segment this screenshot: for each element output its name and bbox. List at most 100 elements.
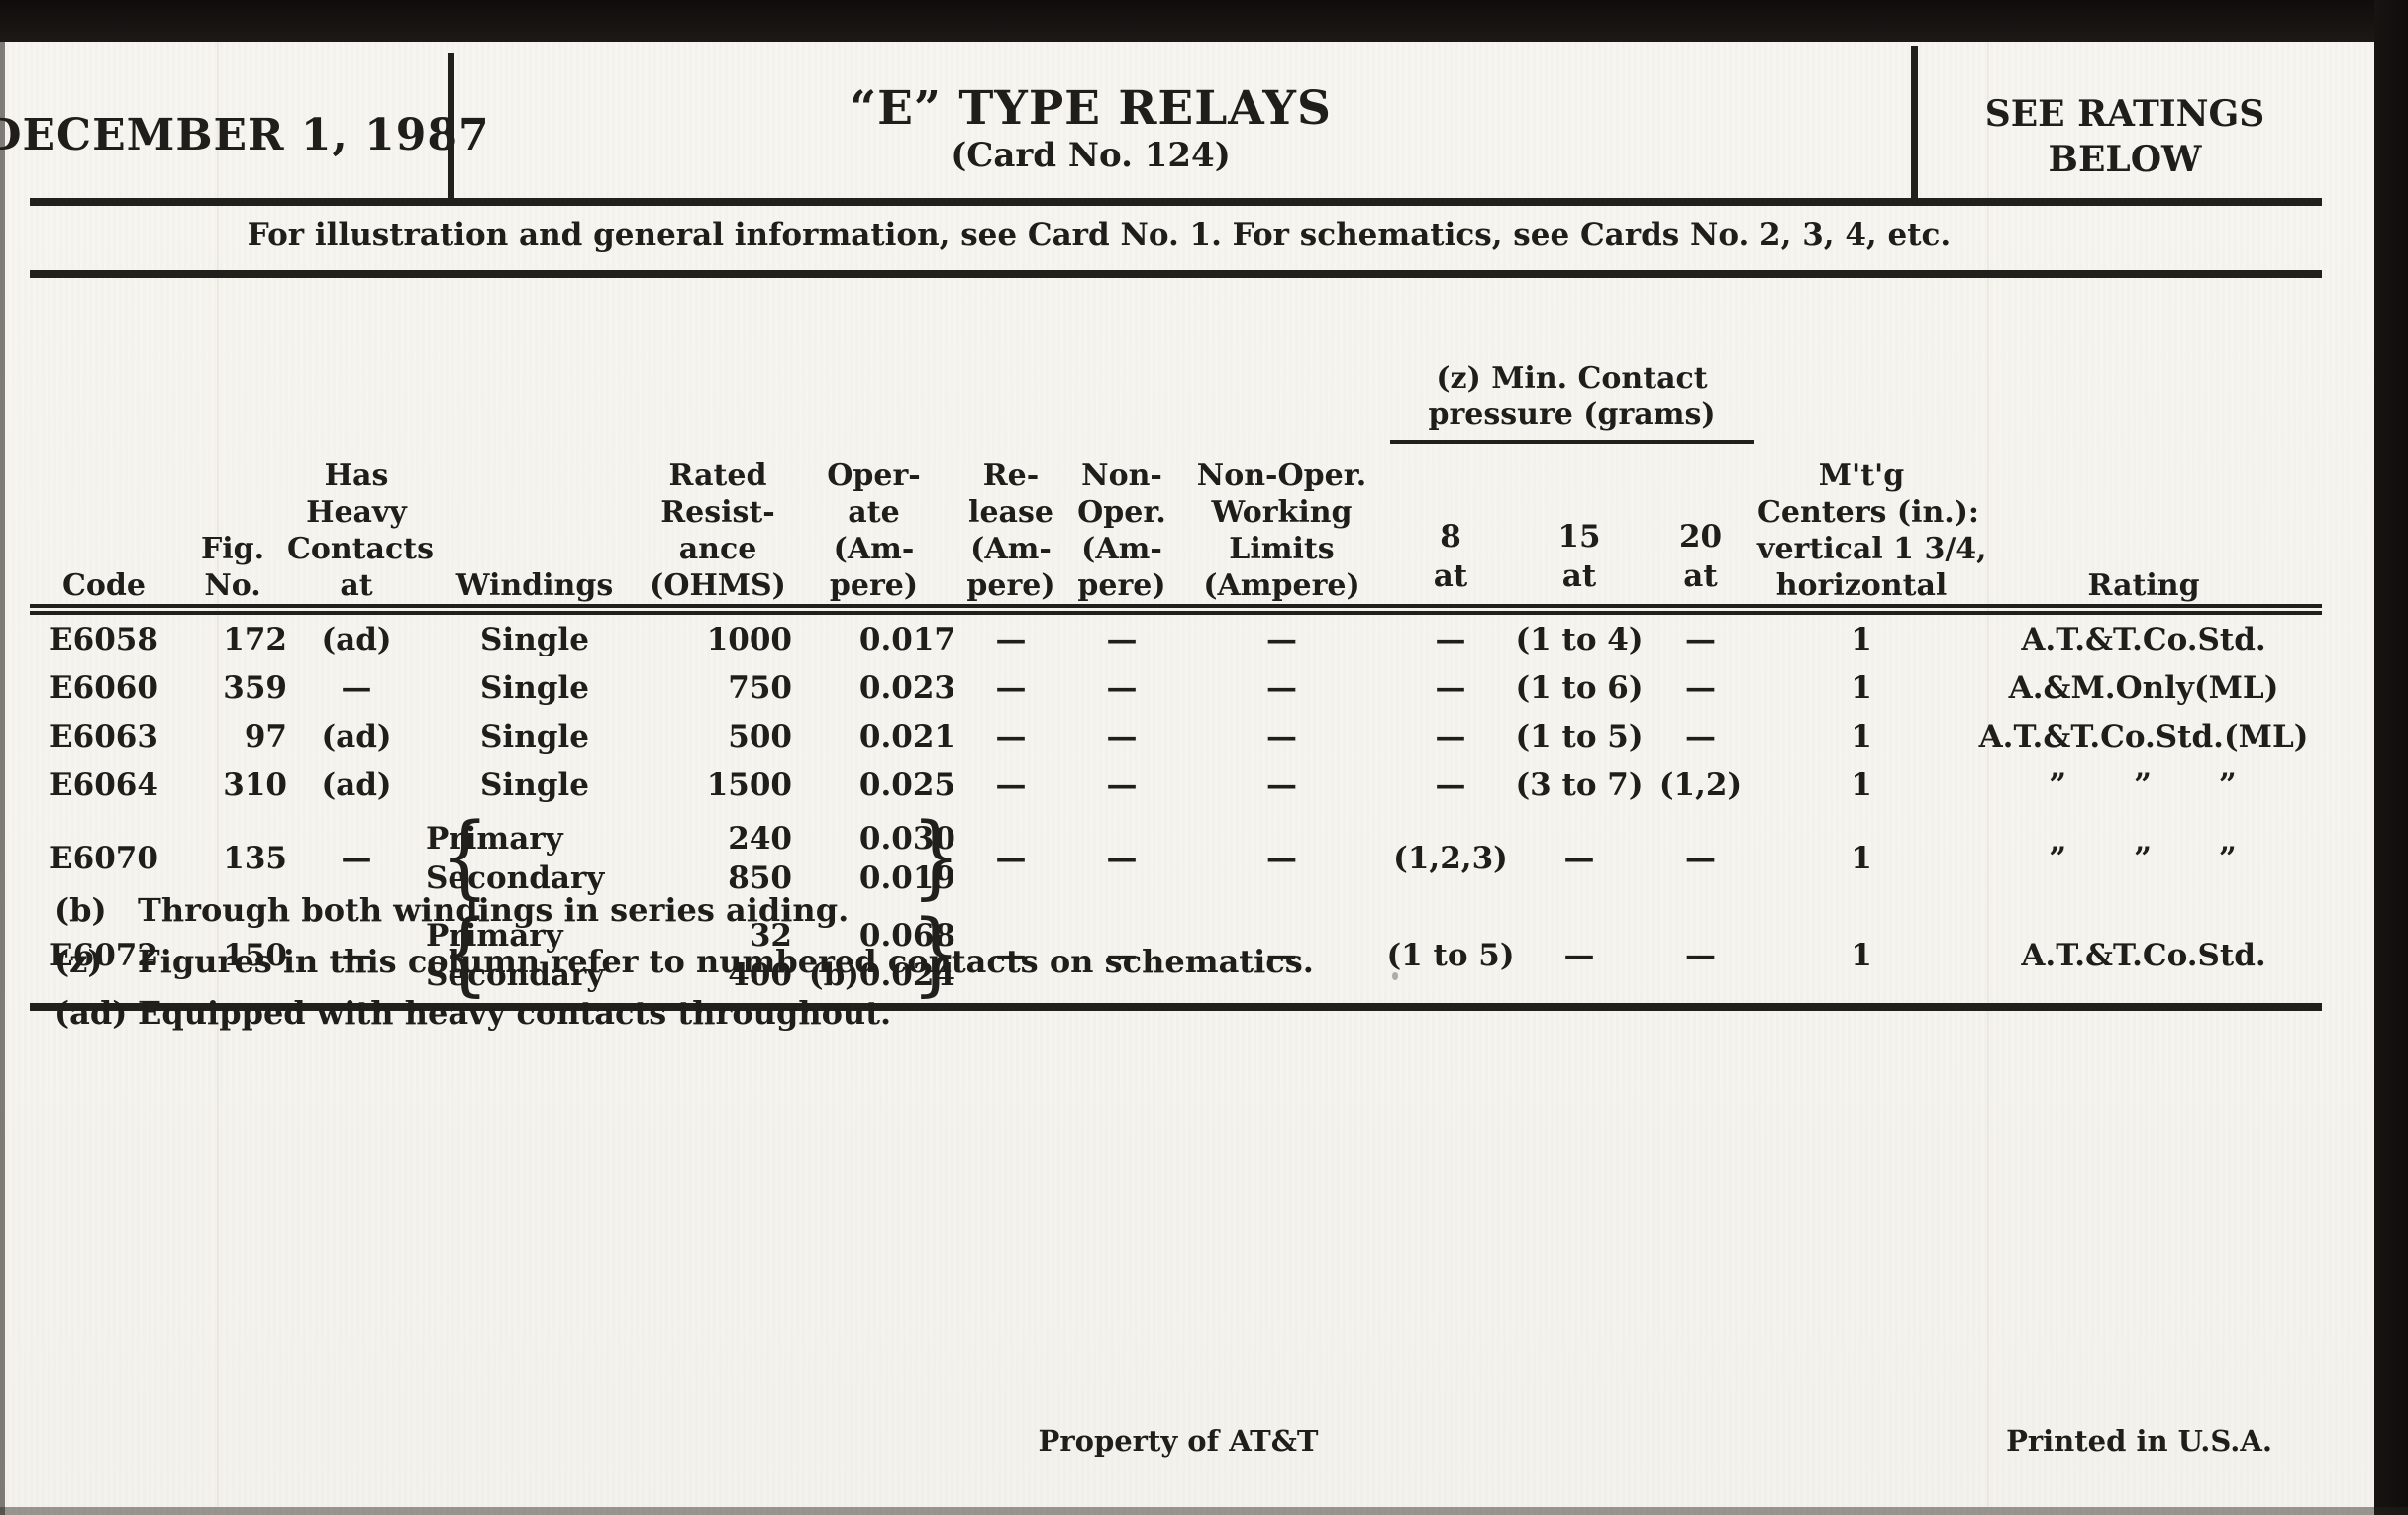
col-header-release: Re- lease (Am- pere) xyxy=(955,278,1066,615)
cell-windings: Single xyxy=(480,669,589,706)
cell-windings: Single xyxy=(480,621,589,657)
col-header-at-15: 15 at xyxy=(1515,517,1644,615)
cell-non-oper-working-limits: — xyxy=(1266,841,1297,876)
footnote-text: Equipped with heavy contacts throughout. xyxy=(138,994,892,1032)
footnotes: (b) Through both windings in series aidi… xyxy=(54,884,1540,1039)
col-header-at-8: 8 at xyxy=(1386,517,1515,615)
cell-code: E6072 xyxy=(30,908,178,1011)
table-row: E6060 359 — Single 750 0.023 — — — — (1 … xyxy=(30,663,2322,712)
cell-heavy-contacts: (ad) xyxy=(321,766,392,803)
col-header-mtg-centers: M't'g Centers (in.): vertical 1 3/4, hor… xyxy=(1757,278,1987,615)
cell-operate: 0.021 xyxy=(858,718,955,755)
brace-open: { xyxy=(440,803,490,910)
cell-release: — xyxy=(995,669,1027,706)
brace-close: } xyxy=(911,900,961,1007)
cell-windings: Single xyxy=(480,766,589,803)
footnote-marker: (z) xyxy=(54,943,103,980)
windings-lines: Primary Secondary xyxy=(426,821,605,896)
table-top-rule xyxy=(30,270,2322,278)
cell-heavy-contacts: — xyxy=(341,669,372,706)
cell-windings: {Primary Secondary xyxy=(426,908,644,1011)
windings-lines: Primary Secondary xyxy=(426,918,605,993)
footnote-text: Figures in this column refer to numbered… xyxy=(138,943,1314,980)
table-row: E6072 150 — {Primary Secondary 32 400 0.… xyxy=(30,908,2323,1011)
scan-edge-top xyxy=(0,0,2408,42)
scan-edge-right xyxy=(2374,0,2408,1515)
card-title: “E” TYPE RELAYS xyxy=(850,81,1332,136)
cell-release: — xyxy=(995,841,1027,876)
cell-resistance: 240 850 xyxy=(728,821,792,896)
cell-code: E6058 xyxy=(50,621,158,657)
cell-mtg-centers: 1 xyxy=(1851,718,1872,755)
cell-mtg-centers: 1 xyxy=(1851,841,1872,876)
cell-fig-no: 97 xyxy=(244,718,287,755)
cell-pressure-at-8: — xyxy=(1435,718,1466,755)
min-contact-pressure-label: (z) Min. Contact pressure (grams) xyxy=(1390,352,1755,444)
cell-rating-ditto: ” ” ” xyxy=(2049,766,2239,803)
cell-resistance: 750 xyxy=(728,669,792,706)
cell-pressure-at-15: (1 to 5) xyxy=(1515,718,1644,755)
cell-non-oper: — xyxy=(1106,669,1138,706)
col-header-rated-resistance: Rated Resist- ance (OHMS) xyxy=(644,278,792,615)
cell-resistance: 32 400 xyxy=(644,908,792,1011)
footnote-marker: (ad) xyxy=(54,994,128,1032)
col-header-heavy-contacts: Has Heavy Contacts at xyxy=(287,278,434,615)
cell-rating: A.T.&T.Co.Std. xyxy=(1965,908,2323,1011)
cell-release: — xyxy=(995,766,1027,803)
cell-heavy-contacts: — xyxy=(341,841,372,876)
property-notice: Property of AT&T xyxy=(1038,1424,1319,1458)
cell-resistance: 1500 xyxy=(706,766,792,803)
see-ratings-note: SEE RATINGS BELOW xyxy=(1984,93,2265,180)
cell-pressure-at-15: (3 to 7) xyxy=(1515,766,1644,803)
cell-mtg-centers: 1 xyxy=(1851,621,1872,657)
cell-rating: A.T.&T.Co.Std. xyxy=(2021,621,2266,657)
col-header-code: Code xyxy=(30,278,178,615)
header-divider-left xyxy=(448,53,454,198)
cell-pressure-at-15: (1 to 6) xyxy=(1515,669,1644,706)
cell-operate: 0.068 (b)0.024} xyxy=(792,908,961,1011)
table-row: E6058 172 (ad) Single 1000 0.017 — — — —… xyxy=(30,610,2322,664)
cell-non-oper: — xyxy=(1066,908,1177,1011)
cell-pressure-at-20: — xyxy=(1685,718,1716,755)
paper-crease-left xyxy=(217,42,219,1507)
cell-rating-ditto: ” ” ” xyxy=(2049,841,2239,876)
cell-pressure-at-15: — xyxy=(1563,841,1595,876)
table-header: Code Fig. No. Has Heavy Contacts at Wind… xyxy=(30,278,2323,615)
cell-heavy-contacts: (ad) xyxy=(321,718,392,755)
cell-windings: Single xyxy=(480,718,589,755)
cell-pressure-at-8: (1,2,3) xyxy=(1393,841,1508,876)
cell-pressure-at-20: — xyxy=(1685,841,1716,876)
cell-release: — xyxy=(955,908,1066,1011)
scan-edge-left xyxy=(0,42,5,1515)
cell-mtg-centers: 1 xyxy=(1851,766,1872,803)
table-row: E6063 97 (ad) Single 500 0.021 — — — — (… xyxy=(30,712,2322,760)
brace-close: } xyxy=(911,803,961,910)
cell-code: E6070 xyxy=(50,841,158,876)
relay-table: Code Fig. No. Has Heavy Contacts at Wind… xyxy=(30,278,2323,1011)
cell-operate: 0.025 xyxy=(858,766,955,803)
printed-in-usa: Printed in U.S.A. xyxy=(2006,1424,2272,1458)
col-header-non-oper-working-limits: Non-Oper. Working Limits (Ampere) xyxy=(1177,278,1386,615)
cell-fig-no: 150 xyxy=(178,908,287,1011)
cell-pressure-at-20: — xyxy=(1685,621,1716,657)
footnote-marker: (b) xyxy=(54,891,107,929)
operate-lines: 0.030 0.019 xyxy=(858,821,955,896)
col-header-windings: Windings xyxy=(426,278,644,615)
cell-pressure-at-20: — xyxy=(1685,669,1716,706)
cell-pressure-at-20: (1,2) xyxy=(1658,766,1743,803)
cell-non-oper: — xyxy=(1106,841,1138,876)
cell-non-oper: — xyxy=(1106,718,1138,755)
cell-operate: 0.017 xyxy=(858,621,955,657)
cell-fig-no: 172 xyxy=(223,621,287,657)
cell-pressure-at-8: — xyxy=(1435,766,1466,803)
cell-non-oper-working-limits: — xyxy=(1266,621,1297,657)
table-row: E6064 310 (ad) Single 1500 0.025 — — — —… xyxy=(30,760,2322,809)
cell-non-oper: — xyxy=(1106,621,1138,657)
card-number: (Card No. 124) xyxy=(951,136,1231,175)
cell-pressure-at-15: (1 to 4) xyxy=(1515,621,1644,657)
cell-non-oper-working-limits: — xyxy=(1266,766,1297,803)
cell-fig-no: 359 xyxy=(223,669,287,706)
table-row: E6070 135 — {Primary Secondary 240 850 0… xyxy=(30,809,2322,908)
cell-pressure-at-8: — xyxy=(1435,669,1466,706)
col-group-min-contact-pressure: (z) Min. Contact pressure (grams) xyxy=(1386,278,1757,517)
